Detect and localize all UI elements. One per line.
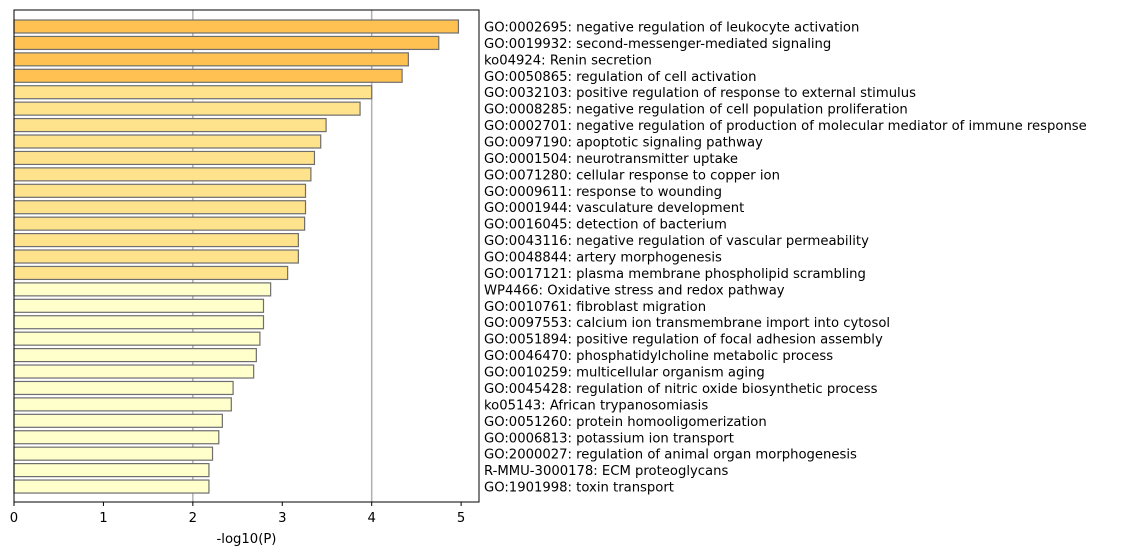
bar xyxy=(13,364,255,379)
bar xyxy=(13,101,361,116)
bar xyxy=(13,85,373,100)
category-label: GO:0048844: artery morphogenesis xyxy=(484,251,722,266)
bar xyxy=(13,167,312,182)
plot-frame xyxy=(13,9,480,503)
category-label: GO:0001944: vasculature development xyxy=(484,201,744,216)
bar xyxy=(13,380,234,396)
category-label: GO:0071280: cellular response to copper … xyxy=(484,168,780,183)
bar xyxy=(13,331,261,346)
category-label: GO:0032103: positive regulation of respo… xyxy=(484,86,916,101)
category-label: GO:0002695: negative regulation of leuko… xyxy=(484,21,859,36)
category-label: GO:0050865: regulation of cell activatio… xyxy=(484,70,756,85)
category-label: GO:0043116: negative regulation of vascu… xyxy=(484,234,869,249)
x-tick-label: 1 xyxy=(99,511,107,526)
category-label: GO:0006813: potassium ion transport xyxy=(484,431,734,446)
x-tick-label: 4 xyxy=(367,511,375,526)
category-label: GO:0009611: response to wounding xyxy=(484,185,722,200)
category-label: GO:0016045: detection of bacterium xyxy=(484,218,727,233)
bar xyxy=(13,446,214,461)
category-label: GO:0017121: plasma membrane phospholipid… xyxy=(484,267,866,282)
category-label: GO:0046470: phosphatidylcholine metaboli… xyxy=(484,349,833,364)
x-tick-label: 2 xyxy=(189,511,197,526)
bar xyxy=(13,19,460,34)
category-label: GO:0010761: fibroblast migration xyxy=(484,300,706,315)
category-label: GO:0002701: negative regulation of produ… xyxy=(484,119,1087,134)
category-label: GO:2000027: regulation of animal organ m… xyxy=(484,448,857,463)
bar xyxy=(13,348,257,363)
bar xyxy=(13,413,223,428)
category-label: GO:0051894: positive regulation of focal… xyxy=(484,333,883,348)
category-label: ko04924: Renin secretion xyxy=(484,53,652,68)
category-label: GO:0010259: multicellular organism aging xyxy=(484,366,765,381)
bar xyxy=(13,430,220,445)
category-label: WP4466: Oxidative stress and redox pathw… xyxy=(484,283,785,298)
x-tick-label: 0 xyxy=(10,511,18,526)
category-label: GO:0001504: neurotransmitter uptake xyxy=(484,152,738,167)
category-label: GO:0045428: regulation of nitric oxide b… xyxy=(484,382,878,397)
category-label: GO:0097190: apoptotic signaling pathway xyxy=(484,136,763,151)
bar xyxy=(13,298,265,313)
bar xyxy=(13,200,307,215)
category-label: GO:0051260: protein homooligomerization xyxy=(484,415,767,430)
bar xyxy=(13,282,272,297)
bar xyxy=(13,463,210,478)
category-label: GO:0097553: calcium ion transmembrane im… xyxy=(484,316,890,331)
category-label: GO:1901998: toxin transport xyxy=(484,481,674,496)
category-label: R-MMU-3000178: ECM proteoglycans xyxy=(484,464,728,479)
bar xyxy=(13,117,327,133)
bar xyxy=(13,35,440,51)
bar xyxy=(13,249,299,264)
category-label: GO:0008285: negative regulation of cell … xyxy=(484,103,908,118)
bar xyxy=(13,68,403,83)
bar xyxy=(13,134,322,149)
bar xyxy=(13,150,316,166)
bar xyxy=(13,265,289,281)
bar xyxy=(13,479,210,494)
bar xyxy=(13,397,232,412)
bar xyxy=(13,232,299,248)
x-tick-label: 5 xyxy=(457,511,465,526)
bar xyxy=(13,216,306,231)
category-label: ko05143: African trypanosomiasis xyxy=(484,398,708,413)
x-tick-label: 3 xyxy=(278,511,286,526)
bar xyxy=(13,52,409,67)
bar xyxy=(13,183,307,198)
x-axis-label: -log10(P) xyxy=(217,532,277,547)
category-label: GO:0019932: second-messenger-mediated si… xyxy=(484,37,831,52)
bar xyxy=(13,315,265,330)
